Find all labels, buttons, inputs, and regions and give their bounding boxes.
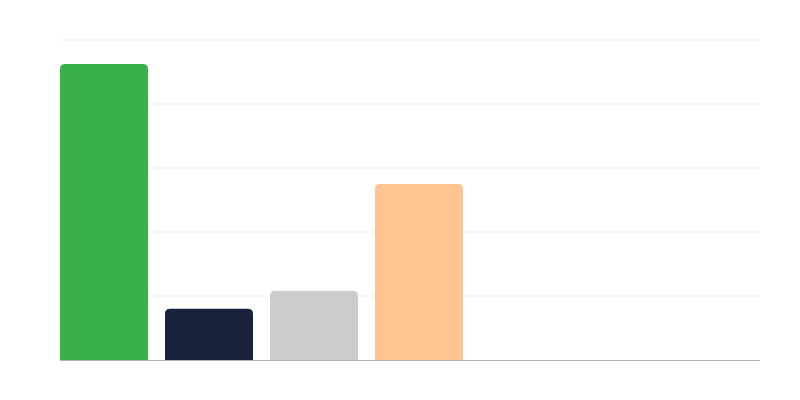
bar-1 — [60, 64, 148, 360]
bar-4 — [375, 184, 463, 360]
gridlines — [60, 39, 760, 297]
bar-3 — [270, 290, 358, 360]
bars — [60, 64, 463, 360]
bar-2 — [165, 308, 253, 360]
